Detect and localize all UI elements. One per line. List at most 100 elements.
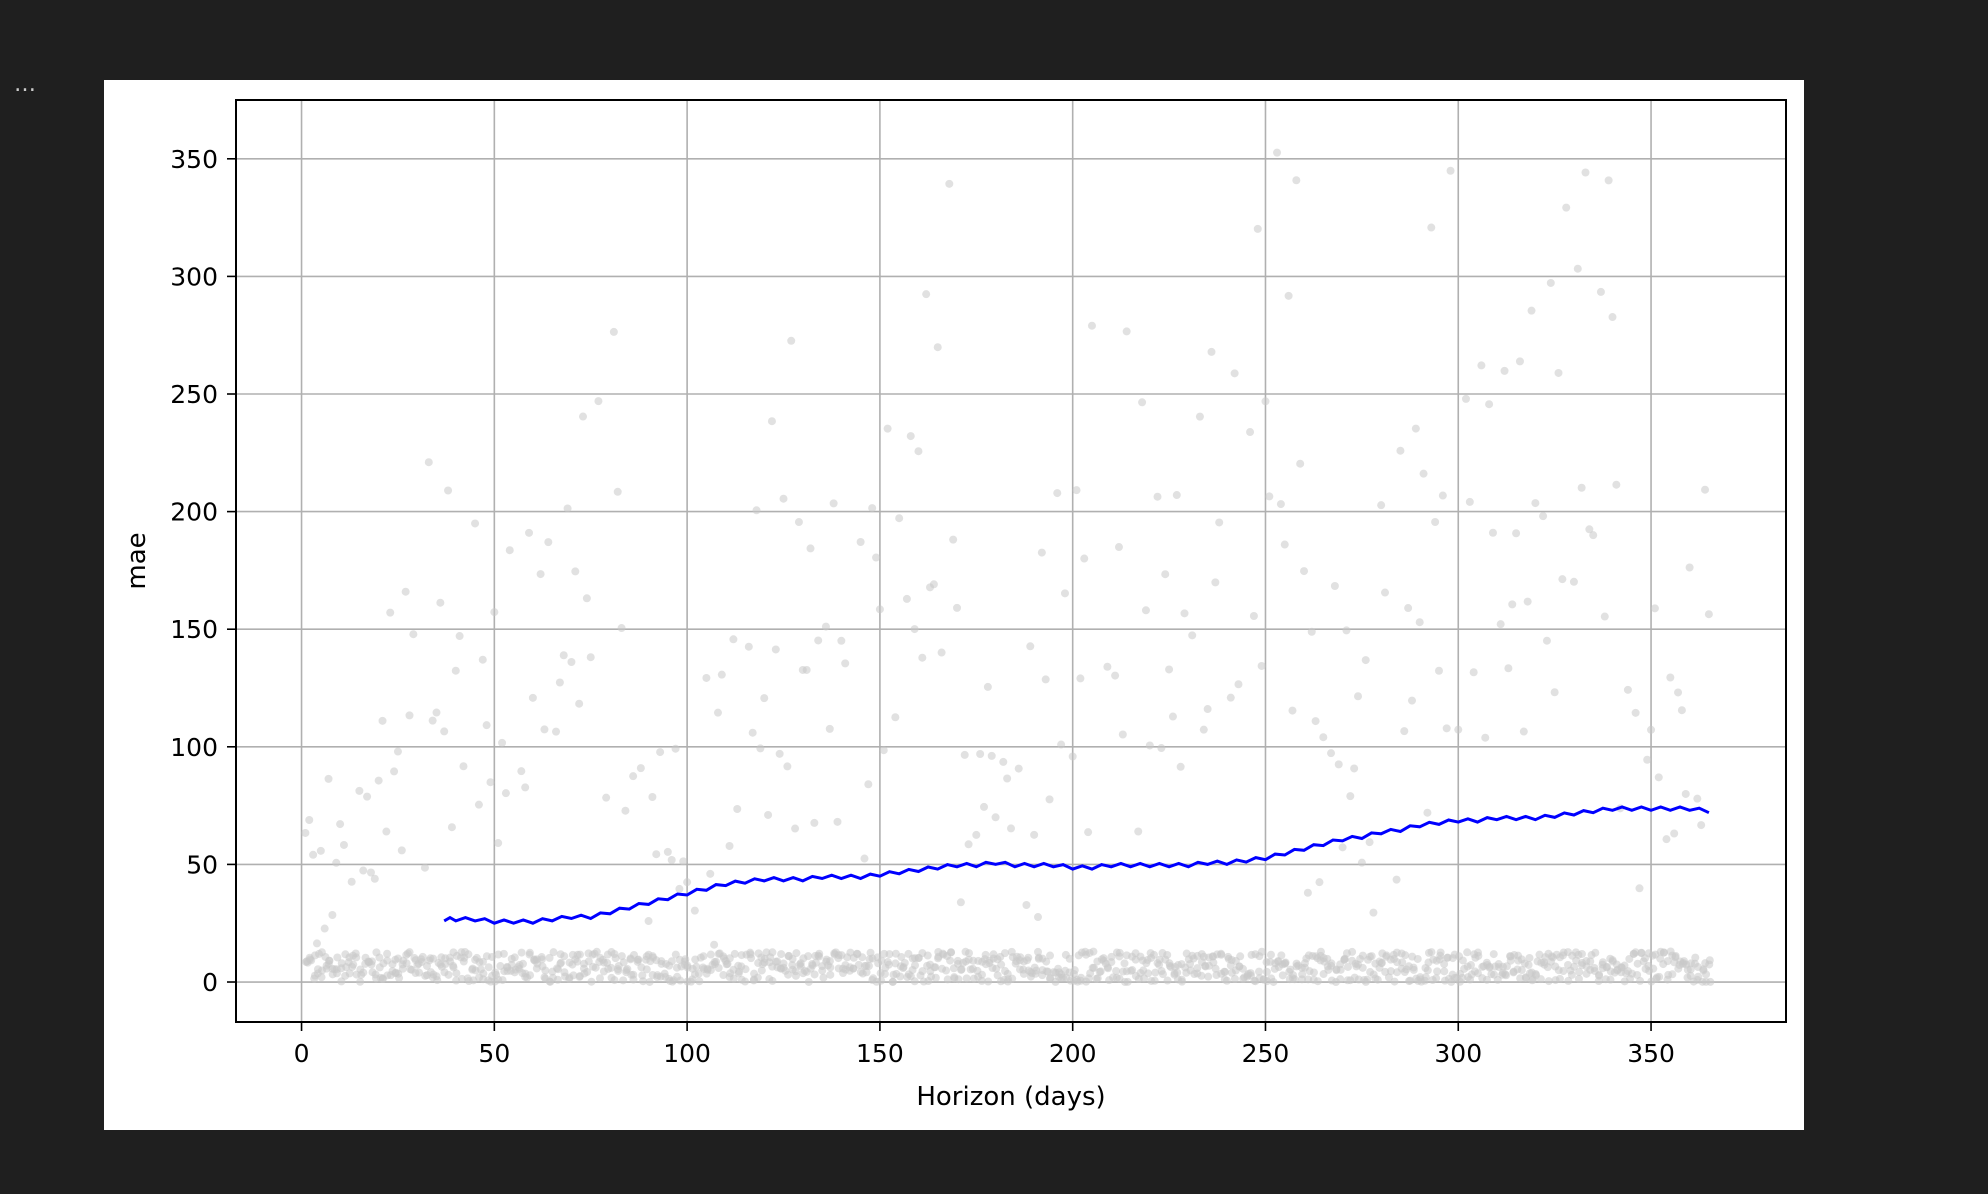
scatter-point	[702, 674, 710, 682]
scatter-point	[619, 976, 627, 984]
scatter-point	[710, 941, 718, 949]
scatter-point	[538, 955, 546, 963]
more-options-icon[interactable]: …	[14, 74, 37, 96]
scatter-point	[1454, 726, 1462, 734]
scatter-point	[1289, 974, 1297, 982]
scatter-point	[1315, 878, 1323, 886]
scatter-point	[1398, 958, 1406, 966]
y-tick-label: 300	[170, 262, 218, 291]
scatter-points	[301, 149, 1714, 986]
scatter-point	[841, 659, 849, 667]
scatter-point	[645, 917, 653, 925]
scatter-point	[1112, 967, 1120, 975]
scatter-point	[868, 504, 876, 512]
scatter-point	[1173, 491, 1181, 499]
scatter-point	[444, 486, 452, 494]
scatter-point	[1144, 969, 1152, 977]
scatter-point	[321, 925, 329, 933]
scatter-point	[332, 859, 340, 867]
scatter-point	[491, 968, 499, 976]
scatter-point	[914, 447, 922, 455]
scatter-point	[1008, 975, 1016, 983]
scatter-point	[1032, 970, 1040, 978]
scatter-point	[1246, 428, 1254, 436]
scatter-point	[1508, 600, 1516, 608]
scatter-point	[1477, 361, 1485, 369]
scatter-point	[972, 831, 980, 839]
y-tick-label: 50	[186, 850, 218, 879]
scatter-point	[1310, 968, 1318, 976]
scatter-point	[1655, 773, 1663, 781]
scatter-point	[807, 544, 815, 552]
scatter-point	[706, 870, 714, 878]
scatter-point	[753, 506, 761, 514]
scatter-point	[1123, 327, 1131, 335]
scatter-point	[1161, 570, 1169, 578]
scatter-point	[911, 977, 919, 985]
scatter-point	[1042, 675, 1050, 683]
scatter-point	[1601, 613, 1609, 621]
scatter-point	[872, 554, 880, 562]
plot-frame	[236, 100, 1786, 1022]
scatter-point	[1200, 726, 1208, 734]
x-tick-label: 50	[478, 1039, 510, 1068]
scatter-point	[583, 594, 591, 602]
scatter-point	[676, 977, 684, 985]
scatter-point	[884, 425, 892, 433]
scatter-point	[1591, 949, 1599, 957]
scatter-point	[1578, 484, 1586, 492]
scatter-point	[634, 956, 642, 964]
scatter-point	[1196, 413, 1204, 421]
scatter-point	[1231, 369, 1239, 377]
scatter-point	[1107, 958, 1115, 966]
scatter-point	[382, 828, 390, 836]
scatter-point	[449, 962, 457, 970]
scatter-point	[911, 625, 919, 633]
scatter-point	[860, 855, 868, 863]
scatter-point	[1304, 889, 1312, 897]
scatter-point	[1178, 978, 1186, 986]
scatter-point	[675, 885, 683, 893]
scatter-point	[930, 580, 938, 588]
scatter-point	[768, 948, 776, 956]
scatter-point	[992, 813, 1000, 821]
scatter-point	[1292, 176, 1300, 184]
scatter-point	[1022, 901, 1030, 909]
scatter-point	[1647, 726, 1655, 734]
scatter-point	[934, 343, 942, 351]
x-tick-label: 300	[1434, 1039, 1482, 1068]
scatter-point	[672, 745, 680, 753]
scatter-point	[931, 963, 939, 971]
scatter-point	[963, 974, 971, 982]
chart-svg: 0 50 100 150 200 250 300 3500501001502002503003…	[104, 80, 1804, 1130]
scatter-point	[485, 963, 493, 971]
scatter-point	[1608, 313, 1616, 321]
scatter-point	[1474, 952, 1482, 960]
scatter-point	[791, 825, 799, 833]
scatter-point	[494, 839, 502, 847]
scatter-point	[421, 864, 429, 872]
scatter-point	[664, 848, 672, 856]
scatter-point	[1489, 529, 1497, 537]
scatter-point	[1007, 824, 1015, 832]
scatter-point	[1331, 582, 1339, 590]
scatter-point	[525, 529, 533, 537]
scatter-point	[718, 671, 726, 679]
scatter-point	[1443, 724, 1451, 732]
grid-lines	[236, 100, 1786, 1022]
scatter-point	[811, 970, 819, 978]
scatter-point	[726, 842, 734, 850]
scatter-point	[336, 820, 344, 828]
scatter-point	[313, 939, 321, 947]
scatter-point	[614, 488, 622, 496]
scatter-point	[1319, 733, 1327, 741]
scatter-point	[594, 397, 602, 405]
scatter-point	[1702, 970, 1710, 978]
scatter-point	[1142, 606, 1150, 614]
scatter-point	[1433, 967, 1441, 975]
scatter-point	[646, 978, 654, 986]
scatter-point	[1531, 499, 1539, 507]
scatter-point	[1570, 578, 1578, 586]
scatter-point	[1358, 859, 1366, 867]
scatter-point	[406, 711, 414, 719]
